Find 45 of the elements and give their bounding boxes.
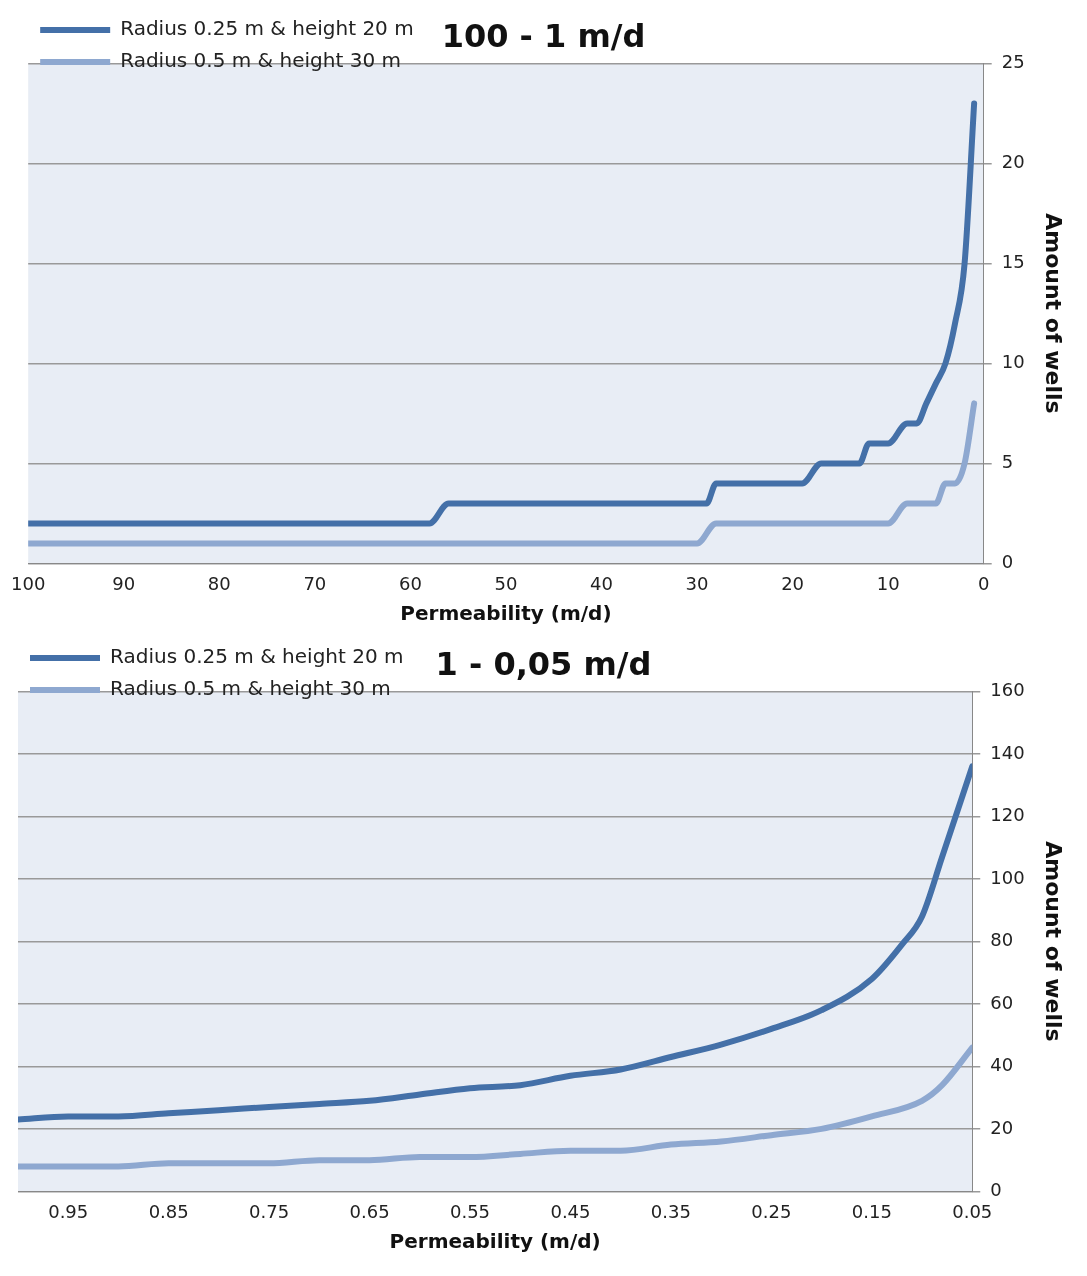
y-tick-label: 140 <box>990 741 1025 763</box>
x-tick-label: 100 <box>11 572 46 594</box>
x-tick-label: 90 <box>112 572 136 594</box>
x-tick-label: 10 <box>876 572 900 594</box>
y-tick-label: 0 <box>1001 551 1014 573</box>
x-tick-label: 0.85 <box>148 1200 189 1222</box>
y-tick-label: 0 <box>990 1179 1002 1201</box>
x-tick-label: 0.75 <box>249 1200 290 1222</box>
x-tick-label: 40 <box>590 572 613 594</box>
y-tick-label: 120 <box>990 804 1025 826</box>
y-tick-label: 160 <box>990 679 1025 701</box>
x-tick-label: 50 <box>494 572 518 594</box>
y-tick-label: 40 <box>990 1054 1014 1076</box>
legend-label: Radius 0.5 m & height 30 m <box>110 676 391 701</box>
legend-label: Radius 0.25 m & height 20 m <box>120 16 414 41</box>
x-tick-label: 80 <box>207 572 231 594</box>
x-tick-label: 0.55 <box>449 1200 491 1222</box>
chart-title: 1 - 0,05 m/d <box>435 644 652 683</box>
x-tick-label: 0.45 <box>550 1200 591 1222</box>
y-axis-title: Amount of wells <box>1041 841 1067 1042</box>
x-axis-title: Permeability (m/d) <box>400 601 612 626</box>
x-tick-label: 70 <box>303 572 327 594</box>
y-axis-title: Amount of wells <box>1041 213 1067 414</box>
y-tick-label: 20 <box>990 1116 1014 1138</box>
y-tick-label: 10 <box>1001 351 1025 373</box>
y-tick-label: 80 <box>990 929 1014 951</box>
x-tick-label: 20 <box>781 572 805 594</box>
x-tick-label: 0.65 <box>349 1200 390 1222</box>
x-tick-label: 0.15 <box>851 1200 892 1222</box>
chart-title: 100 - 1 m/d <box>441 16 646 55</box>
x-tick-label: 0.35 <box>650 1200 691 1222</box>
x-tick-label: 60 <box>398 572 422 594</box>
y-tick-label: 25 <box>1001 51 1025 73</box>
y-tick-label: 5 <box>1001 451 1014 473</box>
y-tick-label: 100 <box>990 866 1025 888</box>
y-tick-label: 15 <box>1001 251 1025 273</box>
y-tick-label: 20 <box>1001 151 1025 173</box>
x-tick-label: 30 <box>685 572 709 594</box>
x-tick-label: 0.25 <box>751 1200 792 1222</box>
x-axis-title: Permeability (m/d) <box>389 1229 601 1254</box>
legend-label: Radius 0.5 m & height 30 m <box>120 48 401 73</box>
x-tick-label: 0.05 <box>952 1200 993 1222</box>
y-tick-label: 60 <box>990 991 1014 1013</box>
legend-label: Radius 0.25 m & height 20 m <box>110 644 404 669</box>
x-tick-label: 0.95 <box>48 1200 89 1222</box>
